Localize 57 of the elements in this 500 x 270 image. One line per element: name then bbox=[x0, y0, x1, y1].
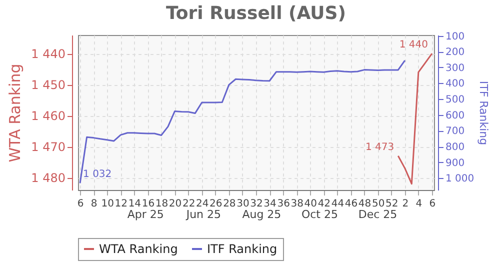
x-tick-label: 20 bbox=[168, 198, 182, 210]
y2-tick-label: 1 000 bbox=[446, 174, 474, 185]
y-tick-label: 1 460 bbox=[31, 109, 66, 124]
legend-label: ITF Ranking bbox=[207, 242, 278, 256]
y-tick-label: 1 440 bbox=[31, 47, 66, 62]
text: Aug 25 bbox=[242, 208, 282, 221]
y2-tick-label: 300 bbox=[446, 62, 465, 74]
x-tick-label: 32 bbox=[250, 198, 263, 210]
y2-tick-label: 200 bbox=[446, 47, 465, 58]
text: Oct 25 bbox=[301, 208, 338, 221]
data-label: 1 440 bbox=[399, 40, 428, 51]
x-tick-label: 46 bbox=[344, 198, 358, 210]
line-series bbox=[79, 60, 406, 184]
x-tick-label: 6 bbox=[429, 198, 436, 210]
x-tick-label: 28 bbox=[223, 198, 236, 210]
x-tick-label: 22 bbox=[182, 198, 196, 210]
line-series bbox=[397, 52, 433, 185]
data-label: 1 473 bbox=[365, 142, 394, 153]
x-tick-label: 40 bbox=[304, 198, 318, 210]
legend-label: WTA Ranking bbox=[99, 242, 178, 256]
y2-tick-label: 800 bbox=[446, 142, 465, 154]
y2-tick-label: 500 bbox=[446, 94, 465, 106]
x-tick-label: 12 bbox=[114, 198, 128, 210]
x-tick-label: 44 bbox=[331, 198, 344, 210]
x-tick-label: 4 bbox=[416, 198, 422, 210]
y-tick-label: 1 450 bbox=[31, 78, 66, 92]
y2-tick-label: 400 bbox=[446, 78, 465, 90]
x-tick-label: 2 bbox=[402, 198, 409, 210]
y-axis-title: WTA Ranking bbox=[6, 64, 24, 162]
y-tick-label: 1 480 bbox=[31, 171, 66, 186]
data-label: 1 032 bbox=[83, 169, 112, 180]
x-tick-label: 52 bbox=[385, 198, 398, 210]
x-tick-label: 34 bbox=[264, 198, 276, 210]
text: Jun 25 bbox=[185, 208, 222, 221]
x-tick-label: 48 bbox=[358, 198, 372, 210]
x-tick-label: 42 bbox=[318, 198, 331, 210]
x-tick-label: 14 bbox=[128, 198, 142, 210]
x-tick-label: 10 bbox=[101, 198, 114, 210]
chart-title: Tori Russell (AUS) bbox=[166, 2, 346, 24]
y2-tick-label: 900 bbox=[446, 158, 465, 169]
y-tick-label: 1 470 bbox=[31, 140, 66, 154]
y2-axis-title: ITF Ranking bbox=[477, 80, 490, 146]
text: Dec 25 bbox=[358, 208, 398, 221]
x-tick-label: 30 bbox=[236, 198, 250, 210]
x-tick-label: 50 bbox=[372, 198, 385, 210]
x-tick-label: 38 bbox=[290, 198, 304, 210]
x-tick-label: 36 bbox=[277, 198, 290, 210]
y2-tick-label: 100 bbox=[446, 31, 465, 42]
y2-tick-label: 600 bbox=[446, 110, 465, 122]
x-tick-label: 18 bbox=[155, 198, 168, 210]
x-tick-label: 24 bbox=[196, 198, 209, 210]
text: Apr 25 bbox=[127, 208, 164, 221]
x-tick-label: 6 bbox=[77, 198, 84, 210]
x-tick-label: 8 bbox=[90, 198, 98, 210]
x-tick-label: 26 bbox=[210, 198, 222, 210]
y2-tick-label: 700 bbox=[446, 126, 465, 138]
x-tick-label: 16 bbox=[142, 198, 155, 210]
